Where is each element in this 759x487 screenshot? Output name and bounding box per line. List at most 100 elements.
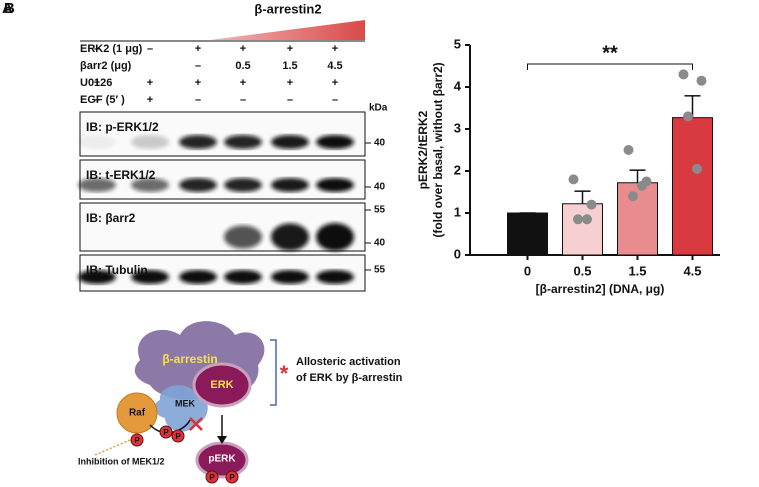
row-cell: 0.5 <box>235 60 250 72</box>
data-point <box>586 199 597 210</box>
panel-label: IB: Tubulin <box>86 263 148 277</box>
y-axis-title: pERK2/tERK2 <box>416 110 430 189</box>
y-tick-label: 0 <box>454 246 461 261</box>
gradient-label: β-arrestin2 <box>254 1 321 16</box>
blot-band <box>131 135 169 149</box>
blot-band <box>271 223 309 251</box>
scaffold-label: β-arrestin <box>162 352 217 366</box>
bar <box>507 212 548 256</box>
raf-shape <box>116 392 158 434</box>
inhibition-label: Inhibition of MEK1/2 <box>78 456 165 466</box>
significance-bracket <box>527 63 693 70</box>
row-cell: + <box>287 43 293 55</box>
row-cell: – <box>195 94 201 106</box>
panel-label: B <box>4 0 15 17</box>
mek-label: MEK <box>175 398 196 408</box>
phospho-label: P <box>209 473 215 482</box>
phospho-circle <box>159 425 173 439</box>
row-cell: 1.5 <box>282 60 297 72</box>
blot-band <box>224 225 262 249</box>
bar <box>672 117 713 256</box>
blot-band <box>271 178 309 192</box>
panel-label: A <box>2 0 13 17</box>
phospho-circle <box>225 470 239 484</box>
row-cell: 4.5 <box>327 60 342 72</box>
x-tick-label: 4.5 <box>683 263 701 278</box>
row-cell: – <box>94 94 100 106</box>
data-point <box>623 145 634 155</box>
x-tick-label: 1.5 <box>628 263 646 278</box>
significance-label: ** <box>602 42 618 64</box>
blot-band <box>179 178 217 192</box>
row-cell: + <box>332 77 338 89</box>
arrowhead <box>217 436 227 444</box>
bar-chart: 0 1 2 3 4 5 0 0.5 1.5 4.5 [β-arrestin2] (DNA, μg) p… <box>416 36 720 296</box>
marker-label: 40 <box>374 182 386 193</box>
marker-label: 55 <box>374 265 386 276</box>
mechanism-diagram: β-arrestin Raf MEK ERK pERK * Allosteric… <box>78 321 403 484</box>
phospho-label: P <box>175 432 181 441</box>
blot: ERK2 (1 μg)– – + + + +βarr2 (μg) –0.5 1.5 4.5U01… <box>78 43 388 292</box>
blot-band <box>131 270 169 284</box>
phospho-circle <box>171 429 185 443</box>
star: * <box>280 361 289 386</box>
row-cell: – <box>195 60 201 72</box>
blot-band <box>179 270 217 284</box>
y-tick-label: 2 <box>454 162 461 177</box>
y-axis-title: (fold over basal, without βarr2) <box>431 62 445 237</box>
blot-band <box>179 135 217 149</box>
row-cell: + <box>94 77 100 89</box>
raf-label: Raf <box>129 408 146 419</box>
blot-band <box>316 178 354 192</box>
row-cell: + <box>332 43 338 55</box>
phospho-label: P <box>134 436 140 445</box>
marker-label: 40 <box>374 138 386 149</box>
note: Allosteric activation <box>296 356 401 368</box>
gradient-triangle <box>210 20 365 40</box>
data-point <box>582 214 592 225</box>
erk-label: ERK <box>210 379 233 391</box>
data-point <box>573 214 583 225</box>
panel-label: IB: p-ERK1/2 <box>86 120 159 134</box>
blot-band <box>224 178 262 192</box>
row-label: U0126 <box>80 77 112 89</box>
x-tick-label: 0.5 <box>573 263 591 278</box>
note: of ERK by β-arrestin <box>296 372 403 384</box>
blot-band <box>316 223 354 251</box>
row-cell: – <box>287 94 293 106</box>
mek-shape <box>154 385 208 432</box>
x-axis-title: [β-arrestin2] (DNA, μg) <box>536 282 665 296</box>
block-mark <box>189 417 203 431</box>
row-label: ERK2 (1 μg) <box>80 43 143 55</box>
bar <box>562 203 603 256</box>
blot-band <box>271 270 309 284</box>
row-cell: – <box>94 43 100 55</box>
erk-shape <box>192 362 252 408</box>
phospho-label: P <box>229 473 235 482</box>
data-point <box>628 191 638 202</box>
inhibition-line <box>94 439 131 456</box>
blot-panel <box>79 159 366 200</box>
perk-label: pERK <box>208 454 236 465</box>
row-cell: + <box>195 43 201 55</box>
phospho-label: P <box>163 428 169 437</box>
panel-label: IB: βarr2 <box>86 211 136 225</box>
data-point <box>683 111 693 122</box>
data-point <box>696 75 707 86</box>
blot-band <box>316 270 354 284</box>
y-tick-label: 1 <box>454 204 461 219</box>
blot-band <box>316 135 354 149</box>
marker-label: 55 <box>374 205 386 216</box>
row-cell: + <box>147 77 153 89</box>
data-point <box>568 174 579 185</box>
row-label: EGF (5′ ) <box>80 94 125 106</box>
blot-panel <box>79 111 366 157</box>
blot-band <box>131 178 169 192</box>
bracket <box>270 339 277 406</box>
blot-band <box>78 135 116 149</box>
phospho-circle <box>205 470 219 484</box>
blot-band <box>224 135 262 149</box>
row-cell: + <box>147 94 153 106</box>
y-tick-label: 5 <box>454 36 461 51</box>
row-cell: – <box>240 94 246 106</box>
